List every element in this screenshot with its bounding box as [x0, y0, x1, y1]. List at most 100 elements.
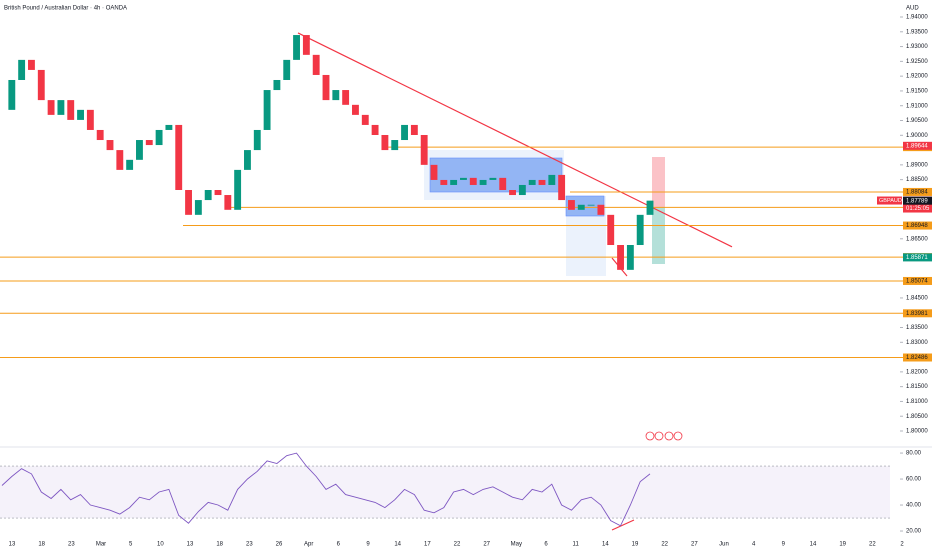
x-tick-label: 23 [68, 542, 75, 548]
candle [18, 59, 26, 80]
candle [518, 184, 526, 196]
y-tick-label: 1.80000 [906, 429, 928, 435]
candle [489, 177, 497, 180]
chart-title: British Pound / Australian Dollar · 4h ·… [4, 6, 127, 12]
candle [401, 124, 408, 141]
x-tick-label: 14 [810, 542, 817, 548]
candle [106, 140, 114, 151]
y-tick-label: 1.93000 [906, 44, 928, 50]
rsi-tick-label: 40.00 [906, 503, 922, 509]
level-label: 1.85074 [906, 279, 928, 285]
x-tick-label: 10 [157, 542, 164, 548]
candle [57, 100, 65, 115]
candle [263, 90, 271, 130]
rsi-band [0, 466, 890, 519]
x-tick-label: Mar [96, 542, 106, 548]
x-tick-label: 6 [544, 542, 548, 548]
trendline [297, 32, 733, 248]
x-tick-label: 4 [752, 542, 756, 548]
candle [283, 59, 291, 80]
candle [391, 140, 399, 151]
candle [28, 59, 35, 70]
x-tick-label: 19 [839, 542, 846, 548]
x-tick-label: 27 [483, 542, 490, 548]
candle [322, 74, 330, 101]
symbol-tag [877, 196, 902, 205]
candle [37, 69, 45, 101]
y-tick-label: 1.90500 [906, 118, 928, 124]
candle [234, 169, 242, 210]
rsi-tick-label: 20.00 [906, 529, 922, 535]
candle [126, 159, 134, 170]
x-tick-label: 13 [9, 542, 16, 548]
candle [509, 190, 516, 196]
candle [312, 54, 320, 75]
candle [145, 140, 153, 146]
y-tick-label: 1.84500 [906, 296, 928, 302]
candle [224, 195, 232, 210]
divergence-line [611, 519, 635, 531]
candle [430, 164, 438, 180]
y-tick-label: 1.81000 [906, 399, 928, 405]
candle [273, 79, 281, 91]
candle [302, 35, 310, 55]
candle [77, 109, 84, 120]
candle [214, 190, 222, 196]
candle [499, 177, 507, 191]
candle [587, 204, 595, 206]
x-tick-label: 23 [246, 542, 253, 548]
y-tick-label: 1.91500 [906, 89, 928, 95]
level-label: 1.82486 [906, 355, 928, 361]
candle [116, 150, 124, 170]
candle [155, 129, 163, 146]
candle [607, 214, 615, 246]
y-tick-label: 1.94000 [906, 15, 928, 21]
price-tag [903, 196, 932, 205]
price-tag-label: 1.87789 [906, 198, 928, 204]
candle [165, 124, 173, 130]
candle [136, 140, 143, 160]
candle [194, 200, 202, 215]
candle [548, 174, 556, 185]
candle [450, 179, 458, 185]
x-tick-label: 14 [602, 542, 609, 548]
candle [597, 204, 605, 215]
range-box [429, 157, 563, 193]
candle [244, 150, 251, 170]
candle [568, 200, 575, 210]
x-tick-label: May [511, 542, 522, 548]
x-tick-label: 13 [187, 542, 194, 548]
candle [371, 124, 379, 135]
countdown-tag [903, 204, 932, 213]
candle [175, 124, 183, 191]
y-tick-label: 1.89000 [906, 162, 928, 168]
x-tick-label: Jun [719, 542, 729, 548]
y-tick-label: 1.92000 [906, 74, 928, 80]
level-tag [903, 276, 932, 285]
candle [293, 35, 300, 60]
x-tick-label: 6 [337, 542, 341, 548]
candle [617, 245, 624, 270]
candle [342, 90, 350, 105]
x-tick-label: 5 [129, 542, 133, 548]
rsi-tick-label: 60.00 [906, 477, 922, 483]
x-tick-label: 18 [38, 542, 45, 548]
candle [626, 245, 634, 270]
y-tick-label: 1.88500 [906, 177, 928, 183]
candle [420, 134, 428, 165]
candle [96, 129, 104, 141]
level-tag [903, 221, 932, 230]
x-tick-label: 2 [900, 542, 904, 548]
level-label: 1.83981 [906, 311, 928, 317]
stop-zone [652, 157, 665, 207]
x-tick-label: 27 [691, 542, 698, 548]
level-tag [903, 353, 932, 362]
x-tick-label: 17 [424, 542, 431, 548]
y-tick-label: 1.80500 [906, 414, 928, 420]
candle [381, 134, 389, 151]
event-icons [645, 431, 683, 441]
candle [332, 90, 340, 101]
x-tick-label: 14 [394, 542, 401, 548]
